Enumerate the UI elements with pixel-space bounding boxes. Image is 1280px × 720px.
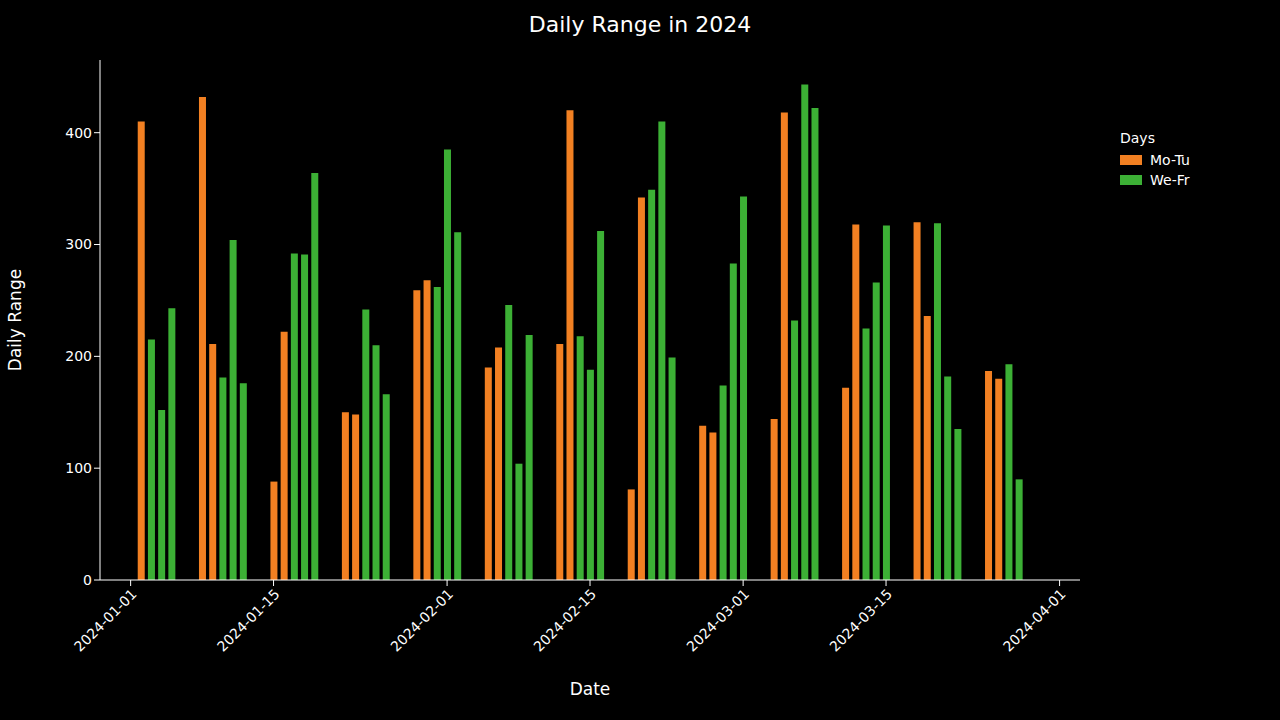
svg-text:2024-02-15: 2024-02-15: [530, 586, 599, 655]
svg-text:Date: Date: [570, 679, 611, 699]
html-text:Mo-Tu: Mo-Tu: [1150, 152, 1190, 168]
svg-text:2024-02-01: 2024-02-01: [387, 586, 456, 655]
svg-text:2024-03-15: 2024-03-15: [826, 586, 895, 655]
svg-text:300: 300: [65, 236, 92, 252]
html-text:Days: Days: [1120, 130, 1155, 146]
svg-text:2024-03-01: 2024-03-01: [683, 586, 752, 655]
html-text:Daily Range in 2024: Daily Range in 2024: [528, 12, 752, 37]
svg-text:Daily Range: Daily Range: [5, 269, 25, 371]
svg-text:400: 400: [65, 125, 92, 141]
svg-text:200: 200: [65, 348, 92, 364]
svg-text:2024-01-15: 2024-01-15: [214, 586, 283, 655]
svg-text:0: 0: [83, 572, 92, 588]
svg-text:100: 100: [65, 460, 92, 476]
html-text:We-Fr: We-Fr: [1150, 172, 1190, 188]
svg-text:2024-01-01: 2024-01-01: [71, 586, 140, 655]
svg-text:2024-04-01: 2024-04-01: [1000, 586, 1069, 655]
